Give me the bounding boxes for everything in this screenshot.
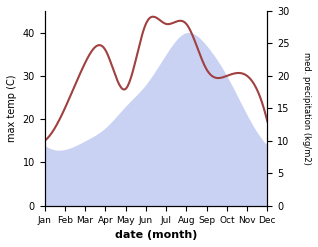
Y-axis label: med. precipitation (kg/m2): med. precipitation (kg/m2) — [302, 52, 311, 165]
X-axis label: date (month): date (month) — [115, 230, 197, 240]
Y-axis label: max temp (C): max temp (C) — [7, 75, 17, 142]
